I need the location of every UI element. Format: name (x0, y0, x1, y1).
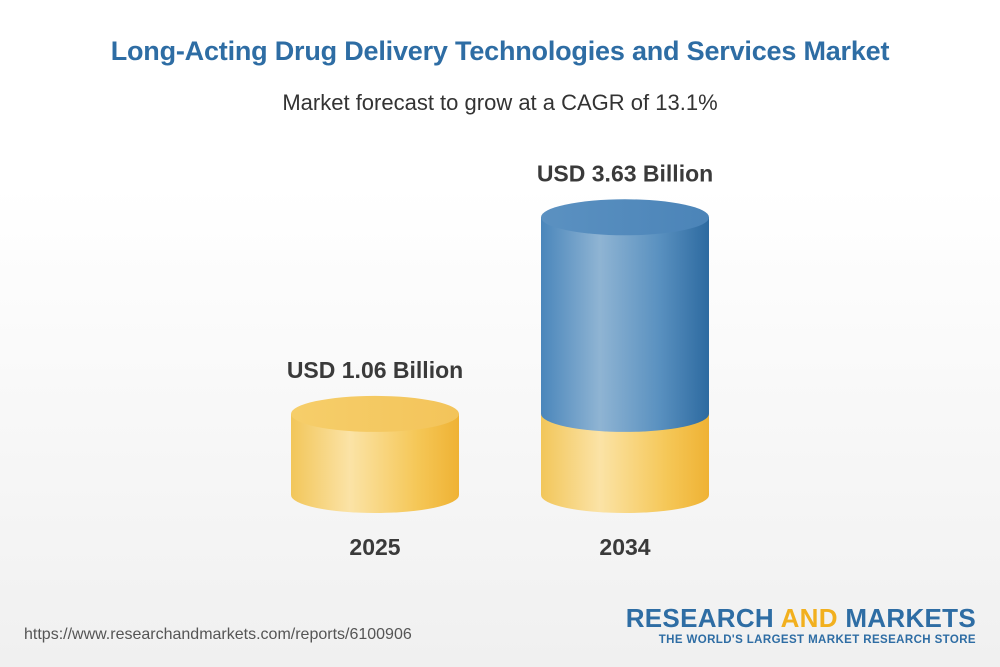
bar-segment-growth (541, 217, 709, 432)
chart-title: Long-Acting Drug Delivery Technologies a… (110, 36, 890, 66)
category-label: 2034 (599, 534, 650, 560)
chart-subtitle: Market forecast to grow at a CAGR of 13.… (282, 90, 718, 115)
category-label: 2025 (349, 534, 400, 560)
bar-top (541, 199, 709, 236)
value-label: USD 1.06 Billion (287, 357, 463, 383)
brand-name-part1: RESEARCH (625, 603, 781, 633)
bar-top (291, 395, 459, 432)
bar-segment-base (291, 413, 459, 513)
value-label: USD 3.63 Billion (537, 160, 713, 186)
bar-2034: USD 3.63 Billion 2034 (537, 160, 713, 560)
bar-segment-base (541, 413, 709, 513)
brand-logo: RESEARCH AND MARKETS THE WORLD'S LARGEST… (626, 604, 976, 646)
brand-name-accent: AND (780, 603, 838, 633)
brand-tagline: THE WORLD'S LARGEST MARKET RESEARCH STOR… (658, 634, 976, 646)
brand-name-part3: MARKETS (837, 603, 976, 633)
report-url[interactable]: https://www.researchandmarkets.com/repor… (24, 626, 412, 643)
bar-2025: USD 1.06 Billion 2025 (287, 357, 463, 560)
brand-name: RESEARCH AND MARKETS (626, 604, 976, 632)
